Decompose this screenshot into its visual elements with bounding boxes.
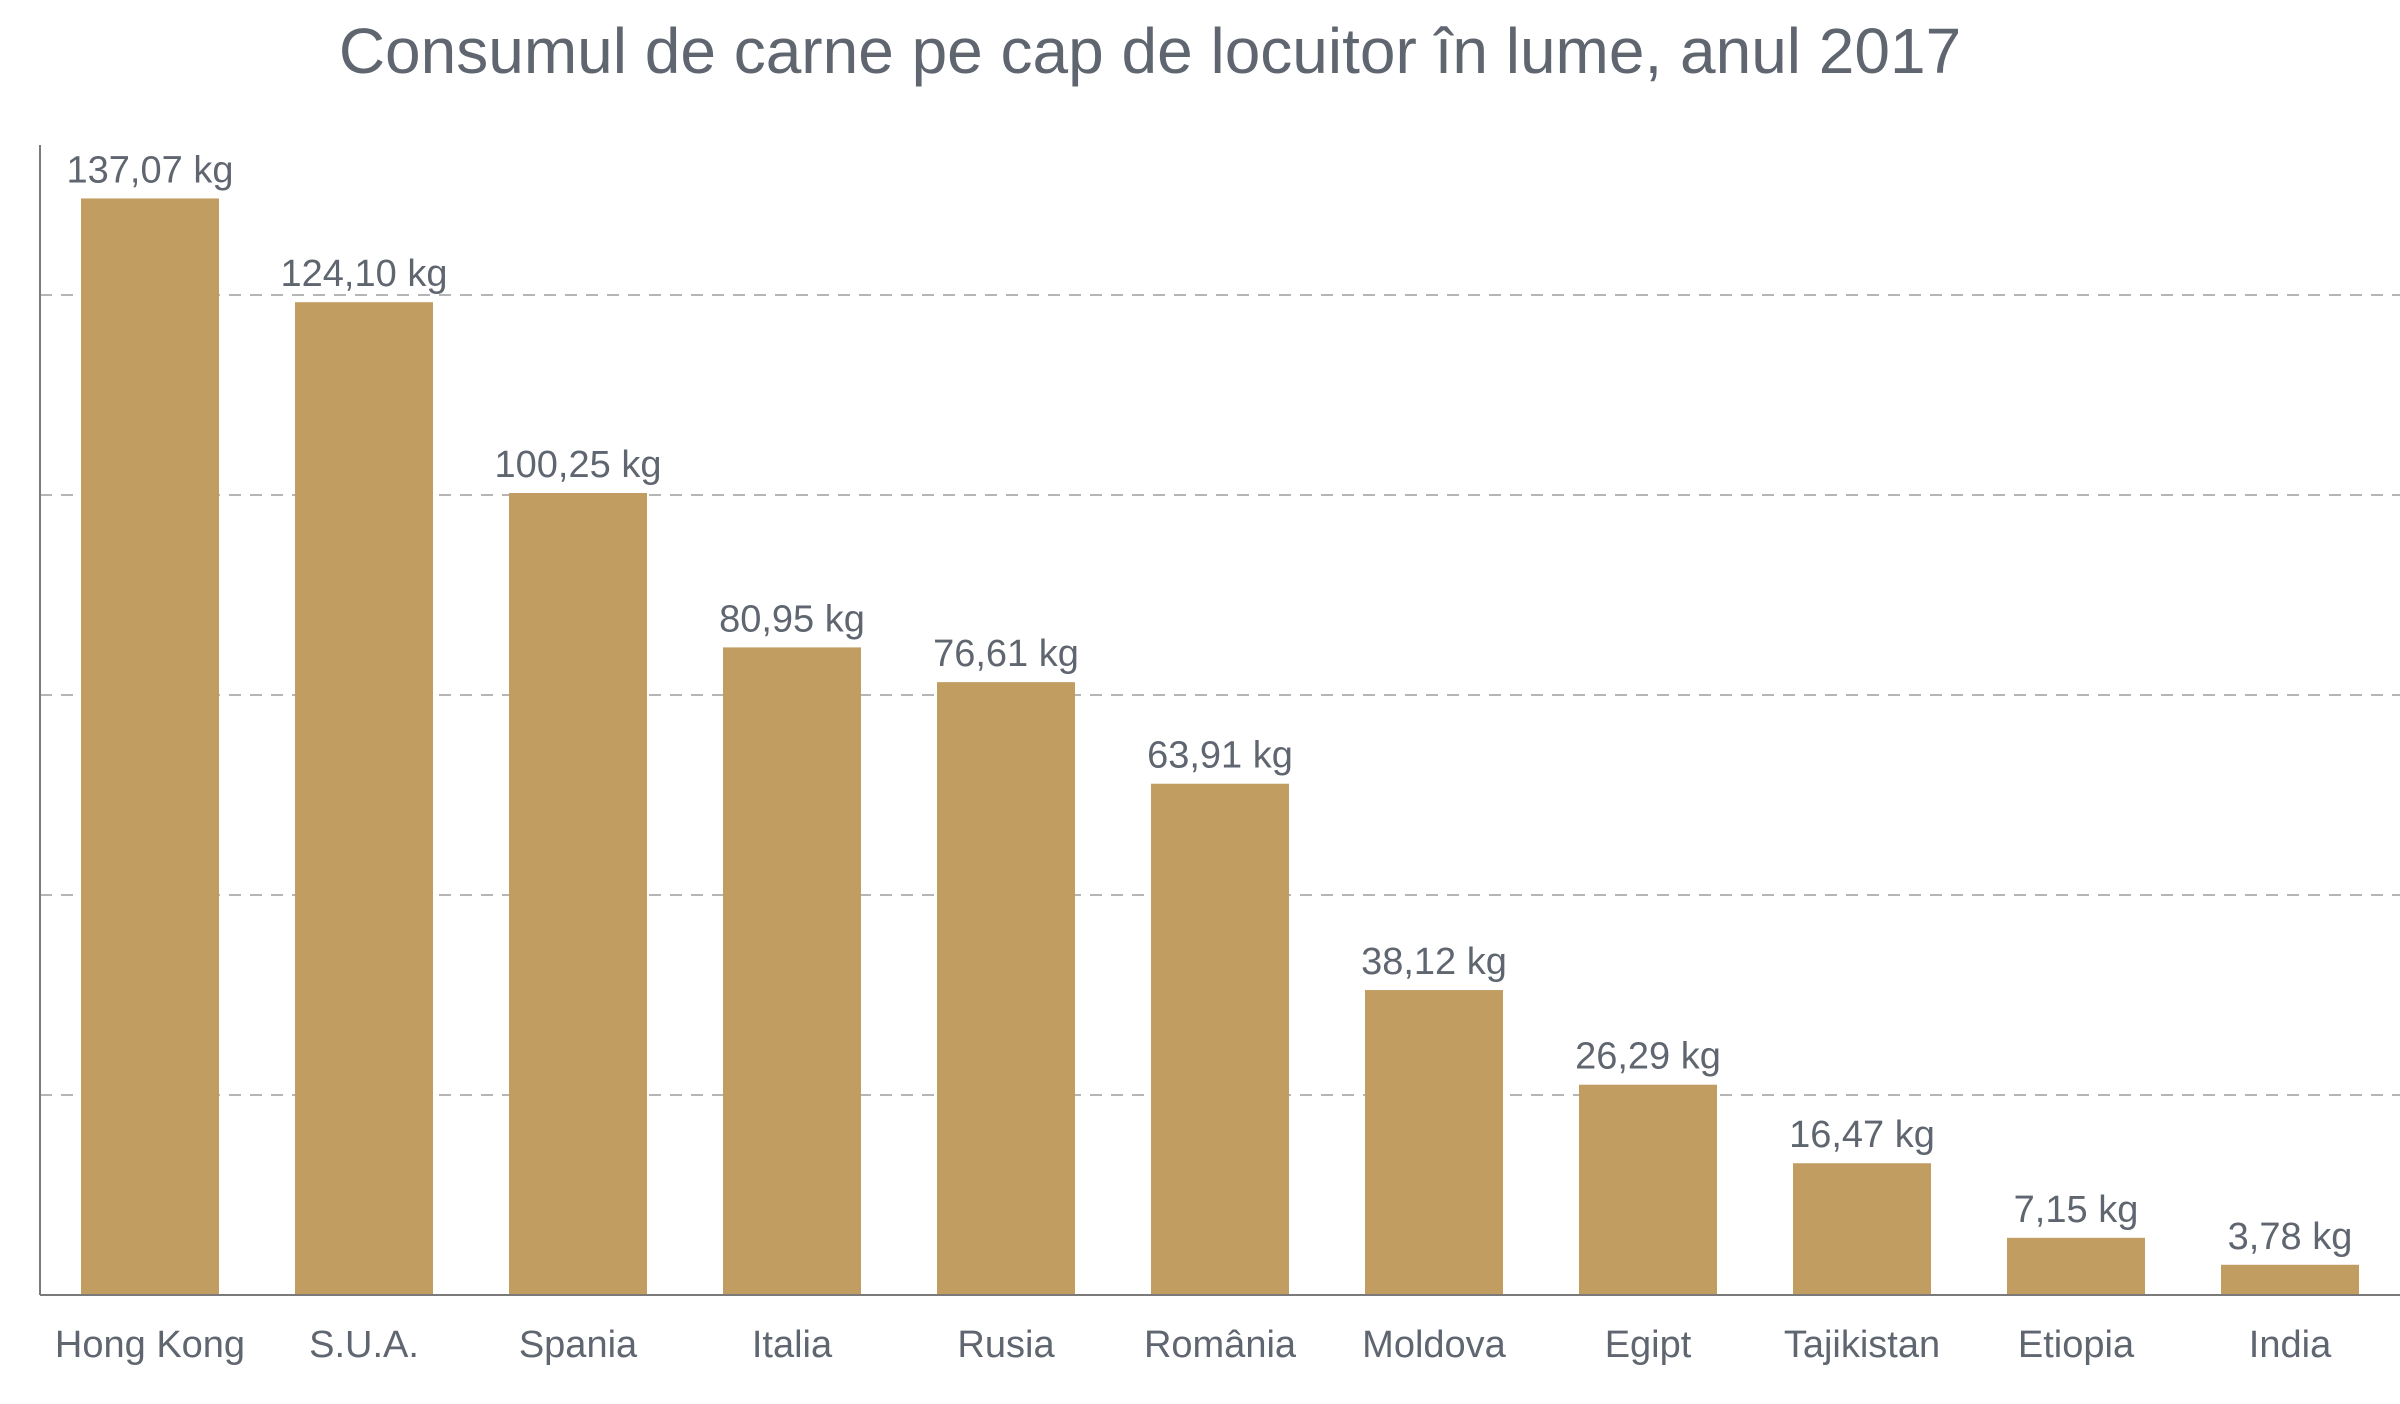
category-label: Hong Kong xyxy=(55,1324,245,1366)
data-label: 80,95 kg xyxy=(719,598,865,640)
category-labels: Hong Kong S.U.A. Spania Italia Rusia România M… xyxy=(55,1324,2332,1366)
data-label: 63,91 kg xyxy=(1147,735,1293,777)
bar xyxy=(81,198,219,1296)
category-label: India xyxy=(2249,1324,2332,1366)
bar xyxy=(2221,1264,2359,1295)
bar xyxy=(295,302,433,1295)
data-label: 124,10 kg xyxy=(281,253,448,295)
bar xyxy=(937,682,1075,1295)
data-label: 100,25 kg xyxy=(495,444,662,486)
category-label: Spania xyxy=(519,1324,638,1366)
bars xyxy=(81,198,2359,1296)
data-label: 7,15 kg xyxy=(2014,1189,2139,1231)
data-label: 26,29 kg xyxy=(1575,1036,1721,1078)
category-label: Rusia xyxy=(957,1324,1055,1366)
data-labels: 137,07 kg 124,10 kg 100,25 kg 80,95 kg 76,61… xyxy=(67,149,2353,1257)
bar xyxy=(1151,783,1289,1295)
bar xyxy=(509,493,647,1295)
category-label: Tajikistan xyxy=(1784,1324,1940,1366)
data-label: 16,47 kg xyxy=(1789,1114,1935,1156)
data-label: 137,07 kg xyxy=(67,149,234,191)
bar xyxy=(1793,1163,1931,1295)
bar xyxy=(1579,1084,1717,1295)
bar xyxy=(2007,1237,2145,1295)
bar xyxy=(723,647,861,1295)
data-label: 3,78 kg xyxy=(2228,1216,2353,1258)
category-label: România xyxy=(1144,1324,1297,1366)
category-label: Italia xyxy=(752,1324,833,1366)
category-label: Egipt xyxy=(1605,1324,1692,1366)
chart-title: Consumul de carne pe cap de locuitor în … xyxy=(338,15,1962,87)
data-label: 38,12 kg xyxy=(1361,941,1507,983)
category-label: Etiopia xyxy=(2018,1324,2135,1366)
bar xyxy=(1365,990,1503,1295)
data-label: 76,61 kg xyxy=(933,633,1079,675)
category-label: S.U.A. xyxy=(309,1324,419,1366)
category-label: Moldova xyxy=(1362,1324,1506,1366)
